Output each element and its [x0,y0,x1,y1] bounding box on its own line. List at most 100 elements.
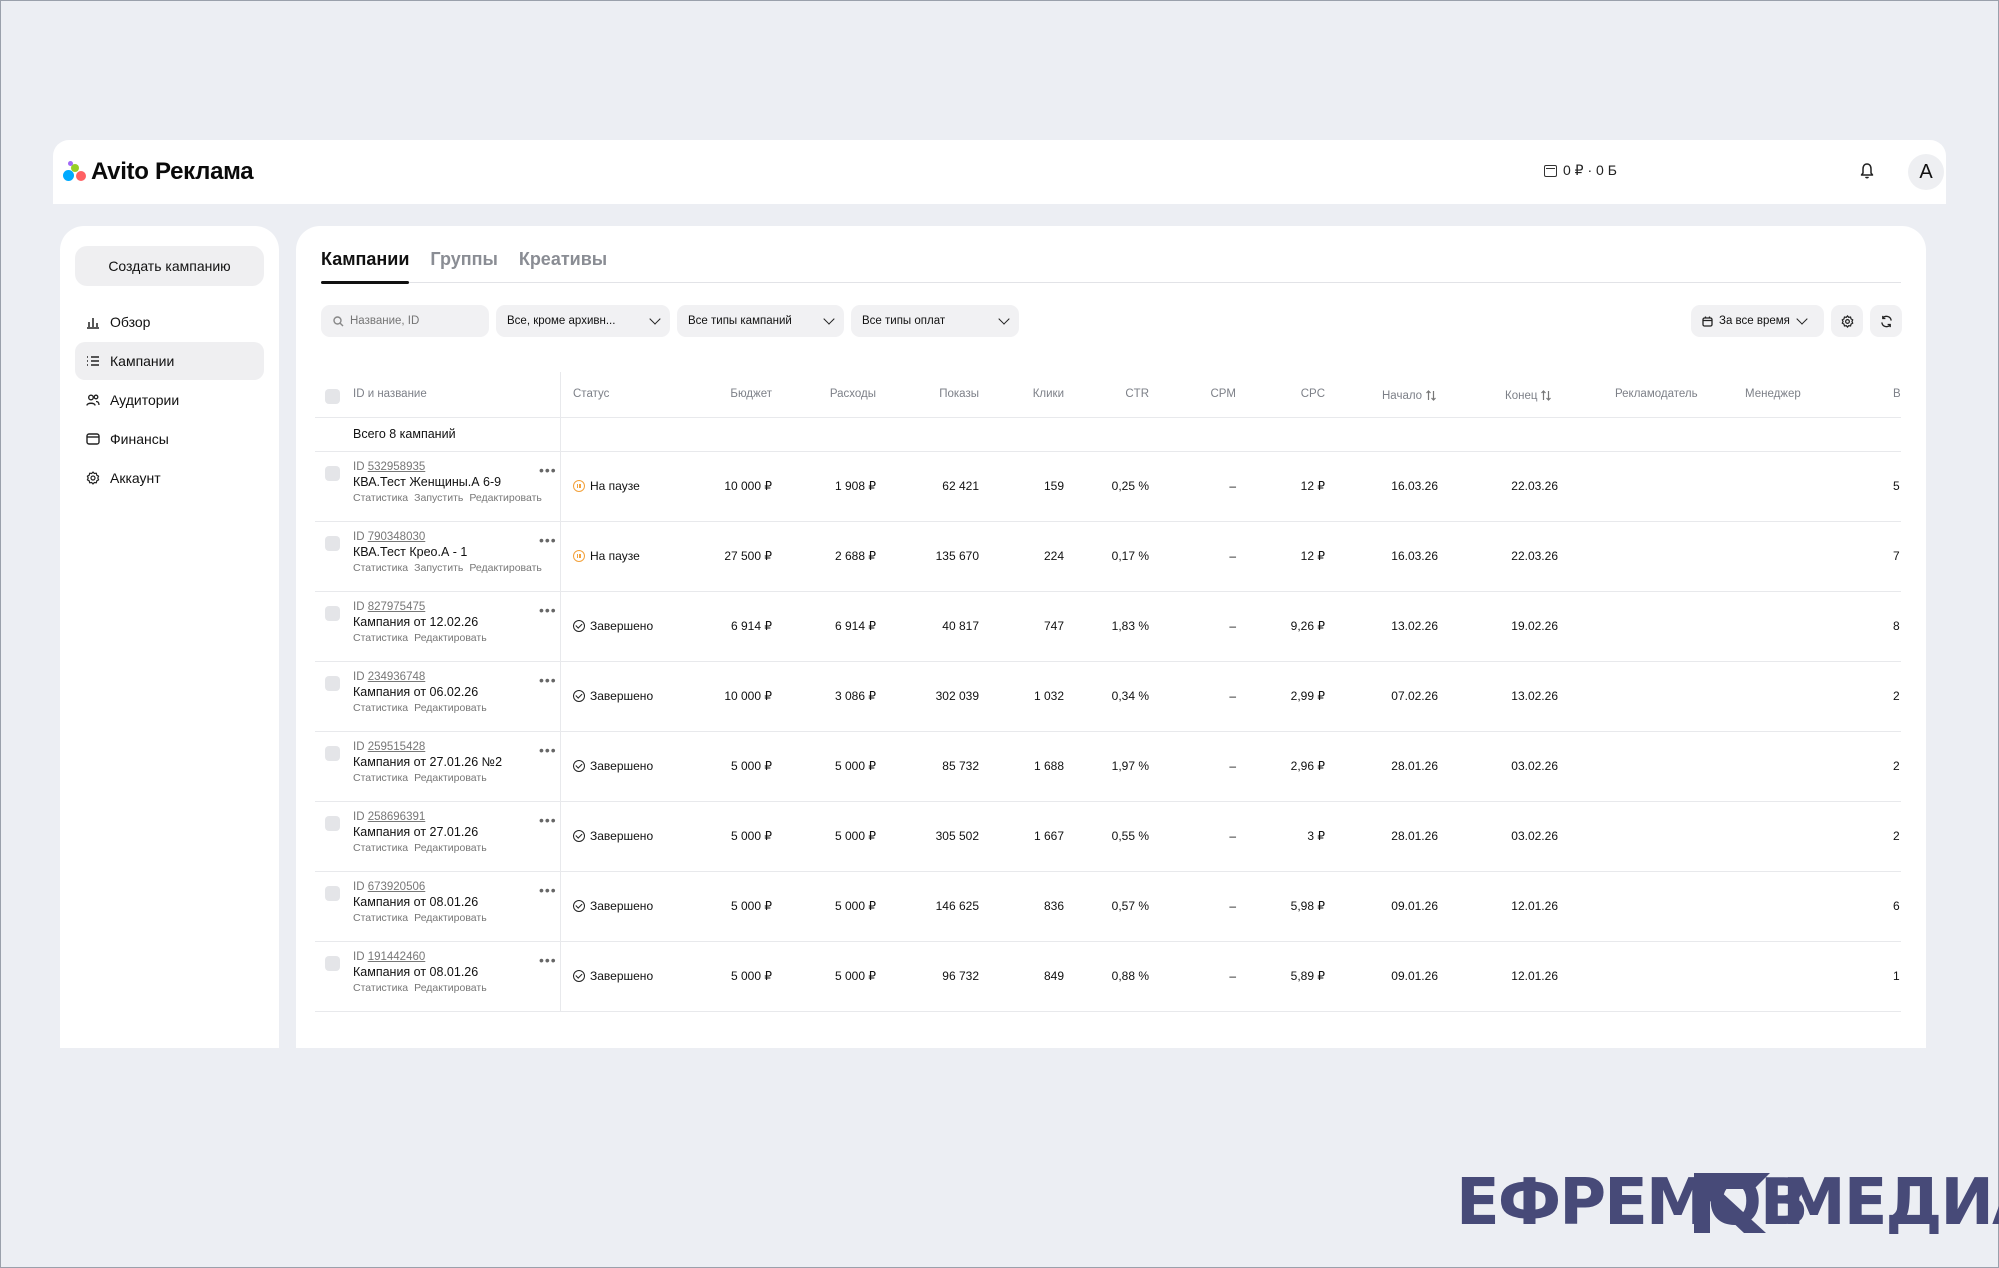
more-icon[interactable]: ••• [539,742,557,758]
row-checkbox[interactable] [325,956,340,971]
row-checkbox[interactable] [325,886,340,901]
header-cpm[interactable]: CPM [1210,388,1236,400]
campaign-id-link[interactable]: 191442460 [367,951,426,963]
header-clicks[interactable]: Клики [1032,388,1064,400]
campaign-type-select[interactable]: Все типы кампаний [677,305,844,337]
sidebar-item-campaigns[interactable]: Кампании [75,342,264,380]
campaign-action-link[interactable]: Статистика [353,562,409,574]
campaign-action-link[interactable]: Редактировать [469,562,542,574]
more-icon[interactable]: ••• [539,882,557,898]
table-row[interactable]: ID 191442460 Кампания от 08.01.26 Статисти… [315,942,1901,1012]
sidebar-item-audiences[interactable]: Аудитории [75,381,264,419]
cell-spend: 5 000 ₽ [835,759,876,773]
campaign-name[interactable]: КВА.Тест Крео.А - 1 [353,545,468,559]
header-end[interactable]: Конец [1505,390,1552,402]
campaign-action-link[interactable]: Редактировать [414,632,487,644]
campaign-name[interactable]: КВА.Тест Женщины.А 6-9 [353,475,502,489]
select-all-checkbox[interactable] [325,389,340,404]
campaign-id-name: ID 258696391 Кампания от 27.01.26 Статисти… [353,811,493,854]
header-spend[interactable]: Расходы [829,388,876,400]
tab-creatives[interactable]: Креативы [518,249,608,269]
sidebar-item-label: Аудитории [110,392,180,408]
campaign-name[interactable]: Кампания от 08.01.26 [353,895,479,909]
campaign-id-line: ID 191442460 [353,951,493,963]
campaign-action-link[interactable]: Статистика [353,912,409,924]
campaign-id-link[interactable]: 234936748 [367,671,426,683]
campaign-action-link[interactable]: Запустить [414,562,464,574]
header-advertiser[interactable]: Рекламодатель [1615,388,1698,400]
campaign-name[interactable]: Кампания от 27.01.26 [353,825,479,839]
header-start[interactable]: Начало [1382,390,1437,402]
campaign-action-link[interactable]: Редактировать [469,492,542,504]
sidebar-item-overview[interactable]: Обзор [75,303,264,341]
campaign-id-link[interactable]: 790348030 [367,531,426,543]
table-row[interactable]: ID 673920506 Кампания от 08.01.26 Статисти… [315,872,1901,942]
campaign-action-link[interactable]: Редактировать [414,772,487,784]
more-icon[interactable]: ••• [539,602,557,618]
campaign-name[interactable]: Кампания от 06.02.26 [353,685,479,699]
table-row[interactable]: ID 827975475 Кампания от 12.02.26 Статисти… [315,592,1901,662]
campaign-action-link[interactable]: Статистика [353,772,409,784]
header-budget[interactable]: Бюджет [730,388,772,400]
campaign-action-link[interactable]: Статистика [353,632,409,644]
campaign-id-link[interactable]: 532958935 [367,461,426,473]
bell-icon[interactable] [1859,162,1875,180]
table-row[interactable]: ID 259515428 Кампания от 27.01.26 №2 Стати… [315,732,1901,802]
campaign-action-link[interactable]: Статистика [353,492,409,504]
header-ctr[interactable]: CTR [1125,388,1149,400]
more-icon[interactable]: ••• [539,672,557,688]
more-icon[interactable]: ••• [539,812,557,828]
table-settings-button[interactable] [1831,305,1863,337]
sidebar-item-finance[interactable]: Финансы [75,420,264,458]
row-checkbox[interactable] [325,676,340,691]
header-status[interactable]: Статус [573,388,610,400]
avatar[interactable]: A [1908,154,1944,190]
table-row[interactable]: ID 258696391 Кампания от 27.01.26 Статисти… [315,802,1901,872]
refresh-button[interactable] [1870,305,1902,337]
campaign-action-link[interactable]: Редактировать [414,912,487,924]
table-row[interactable]: ID 790348030 КВА.Тест Крео.А - 1 Статистик… [315,522,1901,592]
campaign-id-link[interactable]: 259515428 [367,741,426,753]
header-impressions[interactable]: Показы [939,388,979,400]
campaign-action-link[interactable]: Статистика [353,842,409,854]
header-extra[interactable]: В [1893,388,1901,400]
logo[interactable]: Avito Реклама [63,158,254,186]
campaign-name[interactable]: Кампания от 12.02.26 [353,615,479,629]
more-icon[interactable]: ••• [539,462,557,478]
campaign-name[interactable]: Кампания от 27.01.26 №2 [353,755,503,769]
row-checkbox[interactable] [325,536,340,551]
campaign-id-link[interactable]: 258696391 [367,811,426,823]
create-campaign-button[interactable]: Создать кампанию [75,246,264,286]
more-icon[interactable]: ••• [539,532,557,548]
campaign-action-link[interactable]: Редактировать [414,982,487,994]
table-row[interactable]: ID 532958935 КВА.Тест Женщины.А 6-9 Статис… [315,452,1901,522]
table-row[interactable]: ID 234936748 Кампания от 06.02.26 Статисти… [315,662,1901,732]
header-id-name[interactable]: ID и название [353,388,427,400]
period-select[interactable]: За все время [1691,305,1824,337]
campaign-action-link[interactable]: Редактировать [414,702,487,714]
campaign-id-link[interactable]: 827975475 [367,601,426,613]
campaign-action-link[interactable]: Редактировать [414,842,487,854]
balance[interactable]: 0 ₽ · 0 Б [1544,162,1617,179]
tab-campaigns[interactable]: Кампании [321,246,410,284]
campaign-action-link[interactable]: Статистика [353,702,409,714]
row-checkbox[interactable] [325,466,340,481]
row-checkbox[interactable] [325,816,340,831]
total-campaigns: Всего 8 кампаний [353,427,456,441]
cell-cpc: 5,89 ₽ [1290,969,1325,983]
campaign-action-link[interactable]: Статистика [353,982,409,994]
header-cpc[interactable]: CPC [1300,388,1325,400]
more-icon[interactable]: ••• [539,952,557,968]
status-filter-select[interactable]: Все, кроме архивн... [496,305,670,337]
tab-groups[interactable]: Группы [430,249,498,269]
search-box[interactable] [321,305,489,337]
campaign-action-link[interactable]: Запустить [414,492,464,504]
campaign-name[interactable]: Кампания от 08.01.26 [353,965,479,979]
row-checkbox[interactable] [325,606,340,621]
row-checkbox[interactable] [325,746,340,761]
payment-type-select[interactable]: Все типы оплат [851,305,1019,337]
campaign-id-link[interactable]: 673920506 [367,881,426,893]
search-input[interactable] [350,315,470,327]
header-manager[interactable]: Менеджер [1745,388,1801,400]
sidebar-item-account[interactable]: Аккаунт [75,459,264,497]
